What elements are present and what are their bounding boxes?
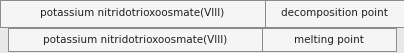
FancyBboxPatch shape <box>0 0 265 26</box>
Text: potassium nitridotrioxoosmate(VIII): potassium nitridotrioxoosmate(VIII) <box>43 35 227 45</box>
FancyBboxPatch shape <box>8 28 262 51</box>
Text: potassium nitridotrioxoosmate(VIII): potassium nitridotrioxoosmate(VIII) <box>40 8 225 18</box>
Text: melting point: melting point <box>294 35 364 45</box>
FancyBboxPatch shape <box>265 0 404 26</box>
FancyBboxPatch shape <box>262 28 396 51</box>
Text: decomposition point: decomposition point <box>281 8 388 18</box>
